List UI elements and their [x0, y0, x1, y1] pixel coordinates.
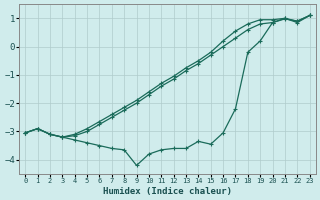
X-axis label: Humidex (Indice chaleur): Humidex (Indice chaleur) — [103, 187, 232, 196]
